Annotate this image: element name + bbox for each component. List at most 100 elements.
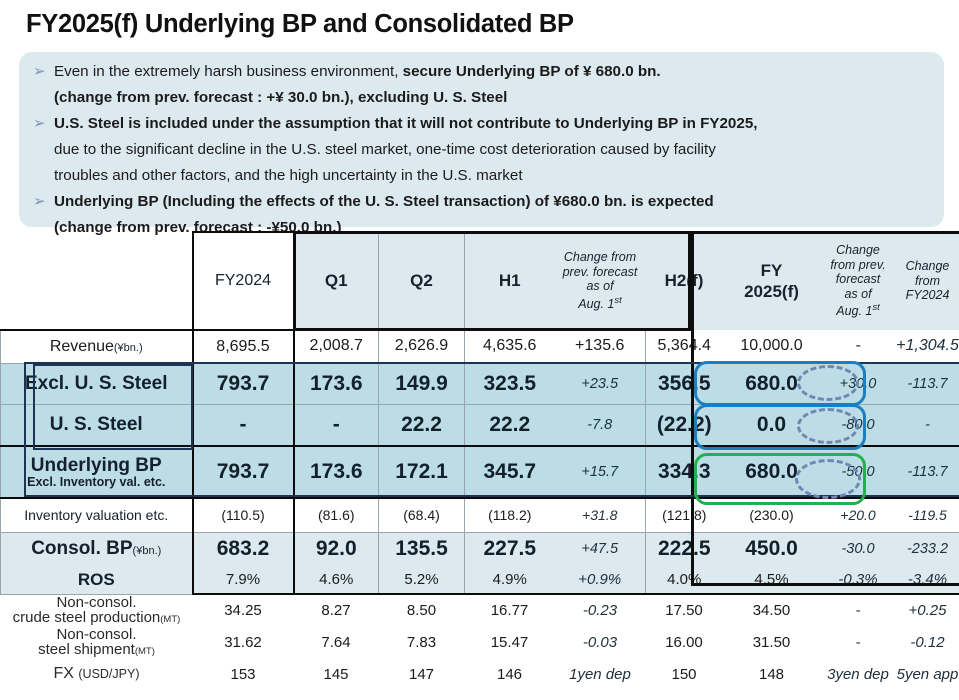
- cell-uss-change-h1: -7.8: [554, 403, 646, 446]
- row-label-ros: ROS: [0, 566, 193, 595]
- header-q2: Q2: [378, 232, 465, 330]
- table-row-consol-bp: Consol. BP(¥bn.) 683.2 92.0 135.5 227.5 …: [0, 532, 959, 566]
- cell-crude-steel-change-h1: -0.23: [582, 602, 618, 620]
- header-q1: Q1: [293, 232, 379, 330]
- row-label-unit: (¥bn.): [132, 545, 162, 558]
- table-row-crude-steel: Non-consol. crude steel production(MT) 3…: [1, 594, 959, 627]
- cell-excl-uss-q1: 173.6: [293, 363, 379, 404]
- header-change-h1-l2: prev. forecast: [562, 264, 638, 279]
- header-change-fy2024-l1: Change: [905, 259, 950, 274]
- cell-ros-change-h1: +0.9%: [554, 566, 646, 595]
- header-change-h1-l3: as of: [586, 279, 614, 294]
- cell-ros-q2: 5.2%: [378, 566, 465, 595]
- row-label-revenue: Revenue(¥bn.): [0, 329, 193, 364]
- cell-inventory-h1: (118.2): [464, 497, 555, 533]
- cell-uss-q1: -: [293, 403, 379, 446]
- header-change-fy-l4: as of: [844, 286, 872, 301]
- header-change-fy-l3: forecast: [835, 272, 881, 287]
- bullet-seg: Even in the extremely harsh business env…: [54, 63, 403, 80]
- row-label-unit: (¥bn.): [113, 341, 143, 354]
- cell-inventory-q2: (68.4): [378, 497, 465, 533]
- row-label-text: Underlying BP: [30, 455, 162, 476]
- table-row-fx: FX (USD/JPY) 153 145 147 146 1yen dep 15…: [1, 659, 959, 690]
- header-change-fy2024: Change from FY2024: [895, 232, 959, 330]
- cell-fx-h1: 146: [496, 665, 523, 683]
- cell-fx-q1: 145: [323, 665, 349, 683]
- cell-consol-bp-q1: 92.0: [293, 532, 379, 566]
- cell-inventory-h2f: (121.8): [645, 497, 723, 533]
- cell-ubp-q1: 173.6: [293, 445, 379, 498]
- bullet-seg: troubles and other factors, and the high…: [54, 167, 523, 184]
- header-fy2025f-l1: FY: [760, 261, 783, 280]
- cell-excl-uss-change-fy2024: -113.7: [895, 363, 959, 404]
- cell-excl-uss-h1: 323.5: [464, 363, 555, 404]
- bullet-arrow-icon: ➢: [33, 63, 46, 80]
- cell-ros-fy2025f: 4.5%: [722, 566, 821, 595]
- cell-crude-steel-change-fy2024: +0.25: [908, 602, 947, 620]
- row-label-crude-steel: Non-consol. crude steel production(MT): [1, 594, 193, 627]
- cell-revenue-change-h1: +135.6: [554, 330, 646, 364]
- cell-steel-shipment-change-fy: -: [855, 634, 861, 651]
- cell-crude-steel-change-fy: -: [855, 602, 861, 620]
- cell-steel-shipment-fy2024: 31.62: [224, 634, 262, 651]
- financial-table-container: FY2024 Q1 Q2 H1 Change from prev. foreca…: [0, 231, 959, 697]
- table-row-excl-uss: Excl. U. S. Steel 793.7 173.6 149.9 323.…: [0, 363, 959, 404]
- row-label-line2: FX (USD/JPY): [1, 666, 193, 682]
- header-fy2025f: FY 2025(f): [722, 232, 821, 330]
- header-change-fy-l5: Aug. 1st: [821, 301, 896, 319]
- row-label-text: Excl. U. S. Steel: [24, 372, 168, 394]
- header-change-h1-l1: Change from: [563, 250, 637, 265]
- cell-crude-steel-h2f: 17.50: [665, 602, 703, 620]
- header-h1: H1: [464, 232, 555, 330]
- table-row-inventory: Inventory valuation etc. (110.5) (81.6) …: [0, 497, 959, 533]
- row-label-steel-shipment: Non-consol. steel shipment(MT): [1, 627, 193, 659]
- bullet-seg-bold: secure Underlying BP of ¥ 680.0 bn.: [402, 63, 661, 80]
- cell-steel-shipment-fy2025f: 31.50: [752, 634, 791, 651]
- table-row-steel-shipment: Non-consol. steel shipment(MT) 31.62 7.6…: [1, 627, 959, 659]
- row-label-text: Revenue: [49, 337, 114, 355]
- bullet-seg-bold: Underlying BP (Including the effects of …: [54, 193, 714, 210]
- cell-ros-fy2024: 7.9%: [191, 566, 295, 595]
- cell-steel-shipment-change-h1: -0.03: [582, 634, 618, 651]
- cell-fx-h2f: 150: [671, 665, 697, 683]
- row-label-text: steel shipment: [38, 640, 135, 658]
- cell-ros-q1: 4.6%: [293, 566, 379, 595]
- row-label-fx: FX (USD/JPY): [1, 659, 193, 690]
- row-label-text: crude steel production: [12, 608, 161, 626]
- cell-inventory-fy2024: (110.5): [191, 497, 295, 533]
- cell-consol-bp-fy2024: 683.2: [191, 532, 295, 566]
- header-fy2025f-l2: 2025(f): [744, 282, 799, 301]
- cell-consol-bp-fy2025f: 450.0: [722, 532, 821, 566]
- cell-ros-h1: 4.9%: [464, 566, 555, 595]
- cell-uss-h1: 22.2: [464, 403, 555, 446]
- bullet-seg-bold: (change from prev. forecast : +¥ 30.0 bn…: [54, 89, 508, 106]
- cell-excl-uss-q2: 149.9: [378, 363, 465, 404]
- row-label-text: Inventory valuation etc.: [24, 507, 169, 524]
- row-label-uss: U. S. Steel: [0, 403, 193, 446]
- bullet-arrow-icon: ➢: [33, 193, 46, 210]
- cell-excl-uss-change-h1: +23.5: [554, 363, 646, 404]
- row-label-unit: (MT): [134, 645, 155, 657]
- cell-fx-change-fy2024: 5yen app: [896, 665, 959, 683]
- header-change-h1-l4: Aug. 1st: [555, 294, 646, 312]
- cell-ros-change-fy2024: -3.4%: [895, 566, 959, 595]
- cell-ubp-q2: 172.1: [378, 445, 465, 498]
- cell-excl-uss-h2f: 356.5: [645, 363, 723, 404]
- header-change-fy-l2: from prev.: [830, 257, 886, 272]
- cell-steel-shipment-q1: 7.64: [321, 634, 351, 651]
- cell-excl-uss-fy2025f: 680.0: [722, 363, 821, 404]
- header-h2f: H2(f): [645, 232, 723, 330]
- cell-revenue-q1: 2,008.7: [293, 330, 379, 364]
- cell-fx-change-fy: 3yen dep: [827, 665, 889, 683]
- cell-revenue-change-fy2024: +1,304.5: [895, 330, 959, 364]
- cell-steel-shipment-h2f: 16.00: [665, 634, 703, 651]
- cell-crude-steel-h1: 16.77: [490, 602, 529, 620]
- bullet-text: Even in the extremely harsh business env…: [54, 59, 930, 111]
- cell-revenue-h1: 4,635.6: [464, 330, 555, 364]
- header-change-fy: Change from prev. forecast as of Aug. 1s…: [820, 232, 896, 330]
- cell-ubp-change-fy: -50.0: [820, 445, 896, 498]
- hdr-sup: st: [872, 302, 880, 314]
- cell-uss-fy2025f: 0.0: [722, 403, 821, 446]
- hdr-txt: Aug. 1: [836, 304, 873, 319]
